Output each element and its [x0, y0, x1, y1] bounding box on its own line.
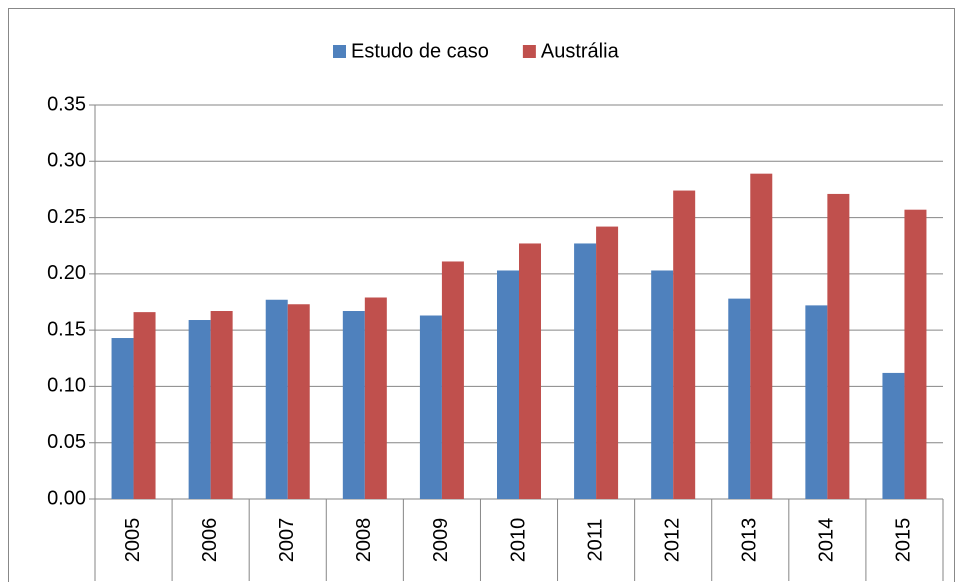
chart-frame — [8, 8, 955, 582]
x-tick-label: 2008 — [353, 518, 375, 563]
bar — [133, 312, 156, 499]
y-tick-label: 0.15 — [47, 318, 86, 340]
y-tick-label: 0.35 — [47, 93, 86, 115]
bar — [287, 304, 310, 499]
bar — [651, 270, 674, 499]
bar — [574, 243, 597, 499]
bar — [519, 243, 541, 499]
x-tick-label: 2009 — [430, 518, 452, 563]
x-tick-label: 2012 — [661, 518, 683, 563]
legend-label: Austrália — [541, 40, 620, 62]
legend-label: Estudo de caso — [351, 40, 489, 62]
bar — [364, 297, 387, 499]
x-tick-label: 2006 — [199, 518, 221, 563]
bar — [596, 226, 619, 499]
y-tick-label: 0.30 — [47, 150, 86, 172]
x-tick-label: 2014 — [816, 518, 838, 563]
bar — [827, 193, 850, 499]
x-tick-label: 2013 — [739, 518, 761, 563]
y-tick-label: 0.10 — [47, 375, 86, 397]
y-tick-label: 0.00 — [47, 487, 86, 509]
bar — [673, 190, 696, 499]
bar — [882, 372, 905, 499]
bar — [111, 338, 134, 499]
bar — [497, 270, 519, 499]
x-tick-label: 2015 — [893, 518, 915, 563]
legend-swatch — [522, 45, 536, 58]
legend-swatch — [333, 45, 346, 58]
bar — [750, 173, 773, 499]
bar — [210, 311, 233, 499]
x-tick-label: 2007 — [276, 518, 298, 563]
bar — [441, 261, 464, 499]
x-tick-label: 2011 — [584, 518, 606, 561]
bar — [342, 311, 365, 499]
y-tick-label: 0.20 — [47, 262, 86, 284]
x-tick-label: 2010 — [507, 518, 529, 563]
y-tick-label: 0.05 — [47, 431, 86, 453]
bar — [728, 298, 751, 499]
bar — [904, 209, 927, 500]
bar — [188, 320, 211, 499]
bar — [419, 315, 442, 499]
bar — [265, 299, 288, 499]
y-tick-label: 0.25 — [47, 206, 86, 228]
bar — [805, 305, 828, 499]
x-tick-label: 2005 — [122, 518, 144, 563]
